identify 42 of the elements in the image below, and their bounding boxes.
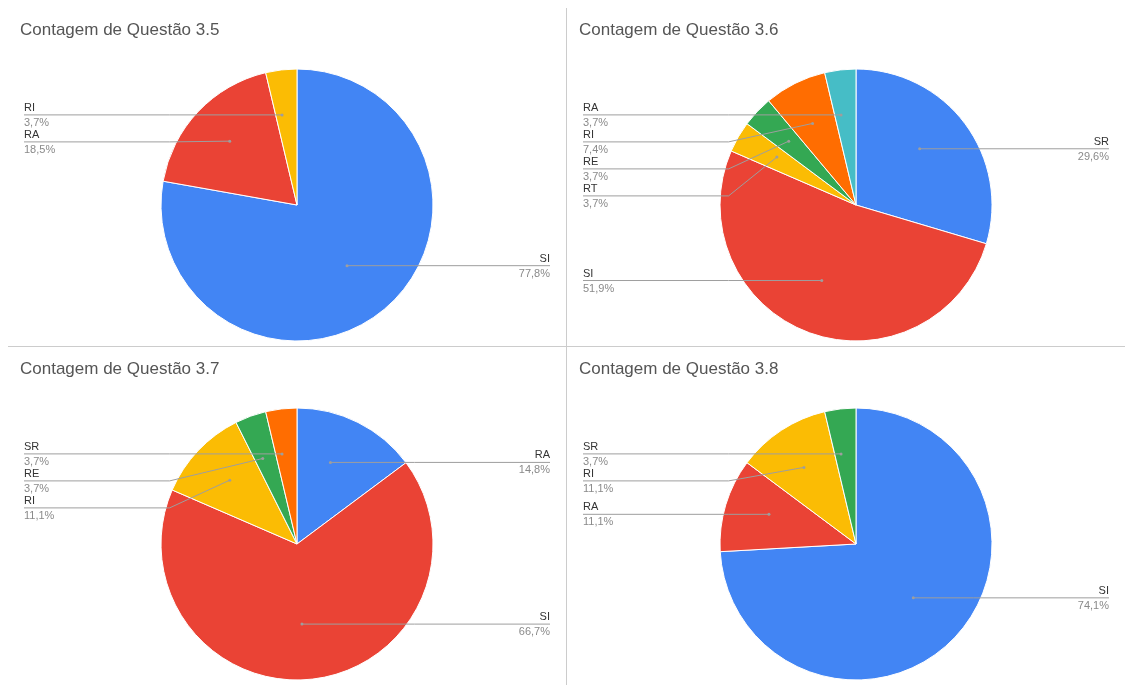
slice-label: SR xyxy=(583,439,599,452)
slice-label: SI xyxy=(1098,583,1109,596)
slice-label: SR xyxy=(1093,134,1110,147)
data-label: 74,1% xyxy=(1077,598,1110,611)
data-label: 3,7% xyxy=(583,169,609,182)
slice-label: RA xyxy=(583,100,599,113)
slice-label: RA xyxy=(583,500,599,513)
data-label: 29,6% xyxy=(1077,149,1110,162)
chart-title: Contagem de Questão 3.8 xyxy=(579,359,779,379)
slice-label: RI xyxy=(24,100,35,113)
data-label: 77,8% xyxy=(518,266,551,279)
pie-slice xyxy=(719,407,993,681)
data-label: 11,1% xyxy=(583,481,614,494)
data-label: 11,1% xyxy=(583,515,614,528)
data-label: 14,8% xyxy=(518,463,551,476)
data-label: 7,4% xyxy=(583,142,609,155)
slice-label: RA xyxy=(534,448,551,461)
data-label: 66,7% xyxy=(518,625,551,638)
slice-label: SI xyxy=(583,266,594,279)
chart-title: Contagem de Questão 3.7 xyxy=(20,359,220,379)
data-label: 3,7% xyxy=(583,196,609,209)
slice-label: RE xyxy=(583,154,599,167)
data-label: 3,7% xyxy=(24,481,50,494)
slice-label: RT xyxy=(583,181,598,194)
slice-label: SI xyxy=(539,251,550,264)
chart-title: Contagem de Questão 3.5 xyxy=(20,20,220,40)
slice-label: RI xyxy=(583,466,594,479)
slice-label: SR xyxy=(24,439,40,452)
data-label: 3,7% xyxy=(583,454,609,467)
slice-label: RI xyxy=(583,127,594,140)
data-label: 51,9% xyxy=(583,281,615,294)
data-label: 3,7% xyxy=(24,454,50,467)
slice-label: SI xyxy=(539,610,550,623)
pie-slice xyxy=(160,68,434,342)
data-label: 3,7% xyxy=(24,115,50,128)
slice-label: RI xyxy=(24,493,35,506)
slice-label: RA xyxy=(24,127,40,140)
data-label: 11,1% xyxy=(24,508,55,521)
data-label: 18,5% xyxy=(24,142,56,155)
chart-title: Contagem de Questão 3.6 xyxy=(579,20,779,40)
slice-label: RE xyxy=(24,466,40,479)
data-label: 3,7% xyxy=(583,115,609,128)
